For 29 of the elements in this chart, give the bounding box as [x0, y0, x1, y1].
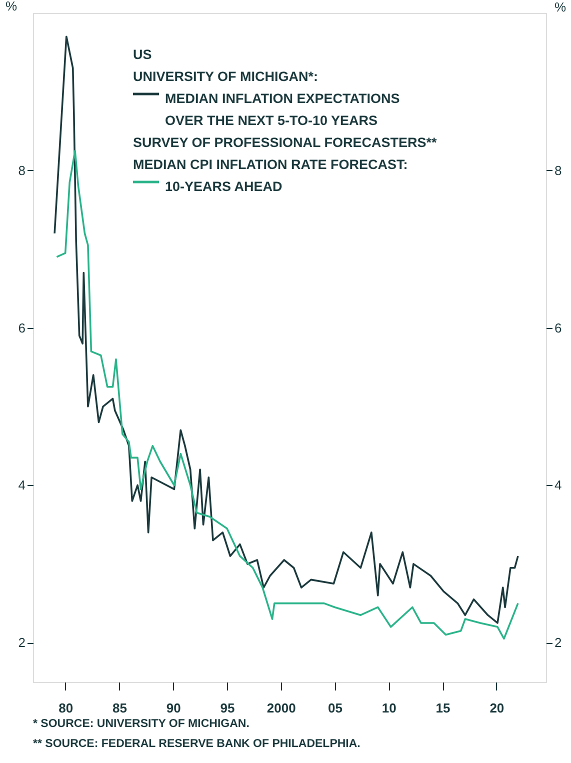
y-tick-label: 8 — [18, 162, 26, 178]
y-tick-label: 4 — [18, 478, 26, 493]
y-tick-label: 2 — [18, 635, 26, 650]
y2-axis-title: % — [554, 0, 566, 14]
x-tick-label: 80 — [58, 700, 74, 716]
annotation: MEDIAN CPI INFLATION RATE FORECAST: — [133, 157, 408, 172]
line-series — [56, 150, 519, 640]
annotation: UNIVERSITY OF MICHIGAN*: — [133, 69, 318, 84]
legend-label: MEDIAN INFLATION EXPECTATIONS OVER THE NEXT 5-TO-10 YEARS — [165, 91, 400, 128]
legend-title: US — [133, 47, 152, 62]
x-tick-label: 15 — [436, 700, 450, 716]
y-tick-label: 6 — [18, 320, 26, 336]
line-series — [54, 36, 519, 624]
x-tick-label: 2000 — [266, 700, 296, 716]
legend-label: 10-YEARS AHEAD — [165, 179, 283, 194]
y-axis-title: % — [6, 0, 18, 14]
text: * SOURCE: UNIVERSITY OF MICHIGAN. — [33, 718, 250, 730]
y2-tick-label: 2 — [554, 635, 562, 650]
annotation: SURVEY OF PROFESSIONAL FORECASTERS** — [133, 135, 438, 150]
text: ** SOURCE: FEDERAL RESERVE BANK OF PHILADELPHIA. — [33, 738, 360, 750]
y2-tick-label: 8 — [554, 162, 562, 178]
x-tick-label: 95 — [220, 700, 235, 716]
y2-tick-label: 4 — [554, 478, 562, 493]
x-tick-label: 05 — [328, 700, 342, 716]
x-tick-label: 20 — [490, 700, 504, 716]
x-tick-label: 85 — [112, 700, 127, 716]
x-tick-label: 10 — [382, 700, 396, 716]
x-tick-label: 90 — [166, 700, 181, 716]
y2-tick-label: 6 — [554, 320, 562, 336]
